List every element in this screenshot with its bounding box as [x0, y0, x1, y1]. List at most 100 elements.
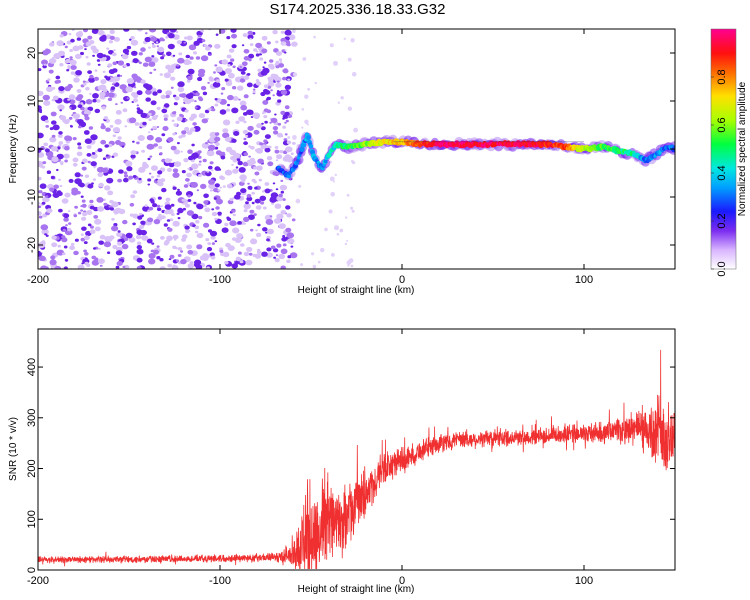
- noise-speck: [211, 211, 218, 217]
- noise-speck: [146, 238, 153, 244]
- noise-speck: [157, 178, 163, 184]
- noise-speck: [284, 111, 290, 116]
- colorbar: 0.0 0.2 0.4 0.6 0.8 Normalized spectral ampl…: [710, 28, 748, 277]
- noise-speck: [89, 74, 94, 79]
- noise-speck: [232, 86, 237, 90]
- noise-speck: [284, 29, 292, 36]
- noise-speck: [340, 96, 344, 100]
- noise-speck: [66, 40, 72, 45]
- noise-speck: [84, 252, 89, 256]
- noise-speck: [231, 33, 237, 39]
- noise-speck: [194, 106, 198, 109]
- noise-speck: [261, 48, 268, 54]
- noise-speck: [104, 185, 111, 191]
- noise-speck: [122, 265, 126, 269]
- noise-speck: [132, 213, 139, 219]
- noise-speck: [117, 136, 122, 140]
- noise-speck: [76, 151, 83, 157]
- noise-speck: [214, 64, 218, 67]
- noise-speck: [187, 199, 192, 202]
- x-tick-label: -100: [209, 575, 231, 587]
- noise-speck: [282, 243, 287, 247]
- noise-speck: [78, 182, 85, 188]
- noise-speck: [83, 249, 87, 253]
- noise-speck: [82, 82, 87, 86]
- noise-speck: [251, 201, 255, 205]
- noise-speck: [108, 143, 113, 148]
- noise-speck: [286, 156, 294, 163]
- noise-speck: [83, 130, 90, 135]
- noise-speck: [198, 174, 202, 177]
- spectrogram-x-axis-label: Height of straight line (km): [298, 285, 415, 296]
- noise-speck: [161, 54, 166, 57]
- noise-speck: [203, 204, 207, 208]
- noise-speck: [207, 107, 212, 111]
- noise-speck: [217, 189, 221, 192]
- noise-speck: [172, 245, 177, 249]
- noise-speck: [183, 41, 187, 44]
- noise-speck: [132, 190, 138, 194]
- noise-speck: [229, 197, 234, 202]
- noise-speck: [188, 230, 191, 232]
- noise-speck: [122, 48, 130, 54]
- noise-speck: [235, 256, 241, 261]
- noise-speck: [280, 248, 288, 255]
- noise-speck: [146, 143, 155, 150]
- colorbar-tick-label: 0.2: [716, 213, 728, 228]
- noise-speck: [246, 73, 251, 76]
- noise-speck: [200, 55, 209, 62]
- noise-speck: [96, 59, 101, 62]
- noise-speck: [60, 162, 64, 166]
- noise-speck: [102, 198, 106, 201]
- noise-speck: [145, 89, 152, 95]
- noise-speck: [75, 96, 82, 102]
- noise-speck: [180, 259, 187, 265]
- noise-speck: [266, 96, 271, 101]
- noise-speck: [58, 50, 65, 57]
- noise-speck: [344, 242, 348, 246]
- noise-speck: [82, 80, 86, 83]
- noise-speck: [123, 64, 127, 68]
- noise-speck: [212, 81, 221, 88]
- noise-speck: [213, 71, 216, 74]
- noise-speck: [42, 50, 49, 56]
- noise-speck: [255, 53, 260, 57]
- noise-speck: [348, 258, 354, 263]
- noise-speck: [257, 158, 264, 164]
- ridge-point: [299, 146, 305, 152]
- noise-speck: [227, 64, 231, 67]
- noise-speck: [214, 183, 220, 188]
- noise-speck: [111, 201, 119, 208]
- noise-speck: [207, 242, 212, 246]
- noise-speck: [49, 58, 57, 64]
- noise-speck: [150, 200, 155, 204]
- noise-speck: [208, 76, 214, 80]
- noise-speck: [96, 99, 101, 103]
- noise-speck: [50, 175, 56, 180]
- noise-speck: [263, 84, 269, 88]
- noise-speck: [78, 125, 82, 129]
- noise-speck: [199, 255, 207, 261]
- noise-speck: [187, 263, 195, 269]
- noise-speck: [74, 53, 82, 60]
- noise-speck: [63, 153, 70, 159]
- noise-speck: [65, 224, 68, 227]
- noise-speck: [148, 206, 154, 211]
- noise-speck: [264, 188, 271, 194]
- noise-speck: [270, 196, 276, 201]
- noise-speck: [114, 118, 122, 125]
- noise-speck: [108, 40, 113, 44]
- noise-speck: [290, 255, 294, 258]
- noise-speck: [70, 38, 75, 43]
- noise-speck: [76, 89, 82, 93]
- noise-speck: [196, 203, 204, 210]
- noise-speck: [217, 211, 222, 216]
- noise-speck: [167, 33, 175, 39]
- noise-speck: [101, 34, 107, 40]
- noise-speck: [333, 180, 335, 183]
- noise-speck: [87, 223, 92, 227]
- snr-panel: -200 -100 0 100 0 100 200 300 400 Height of str…: [8, 328, 676, 595]
- noise-speck: [63, 245, 68, 249]
- noise-speck: [213, 187, 219, 193]
- noise-speck: [313, 35, 316, 39]
